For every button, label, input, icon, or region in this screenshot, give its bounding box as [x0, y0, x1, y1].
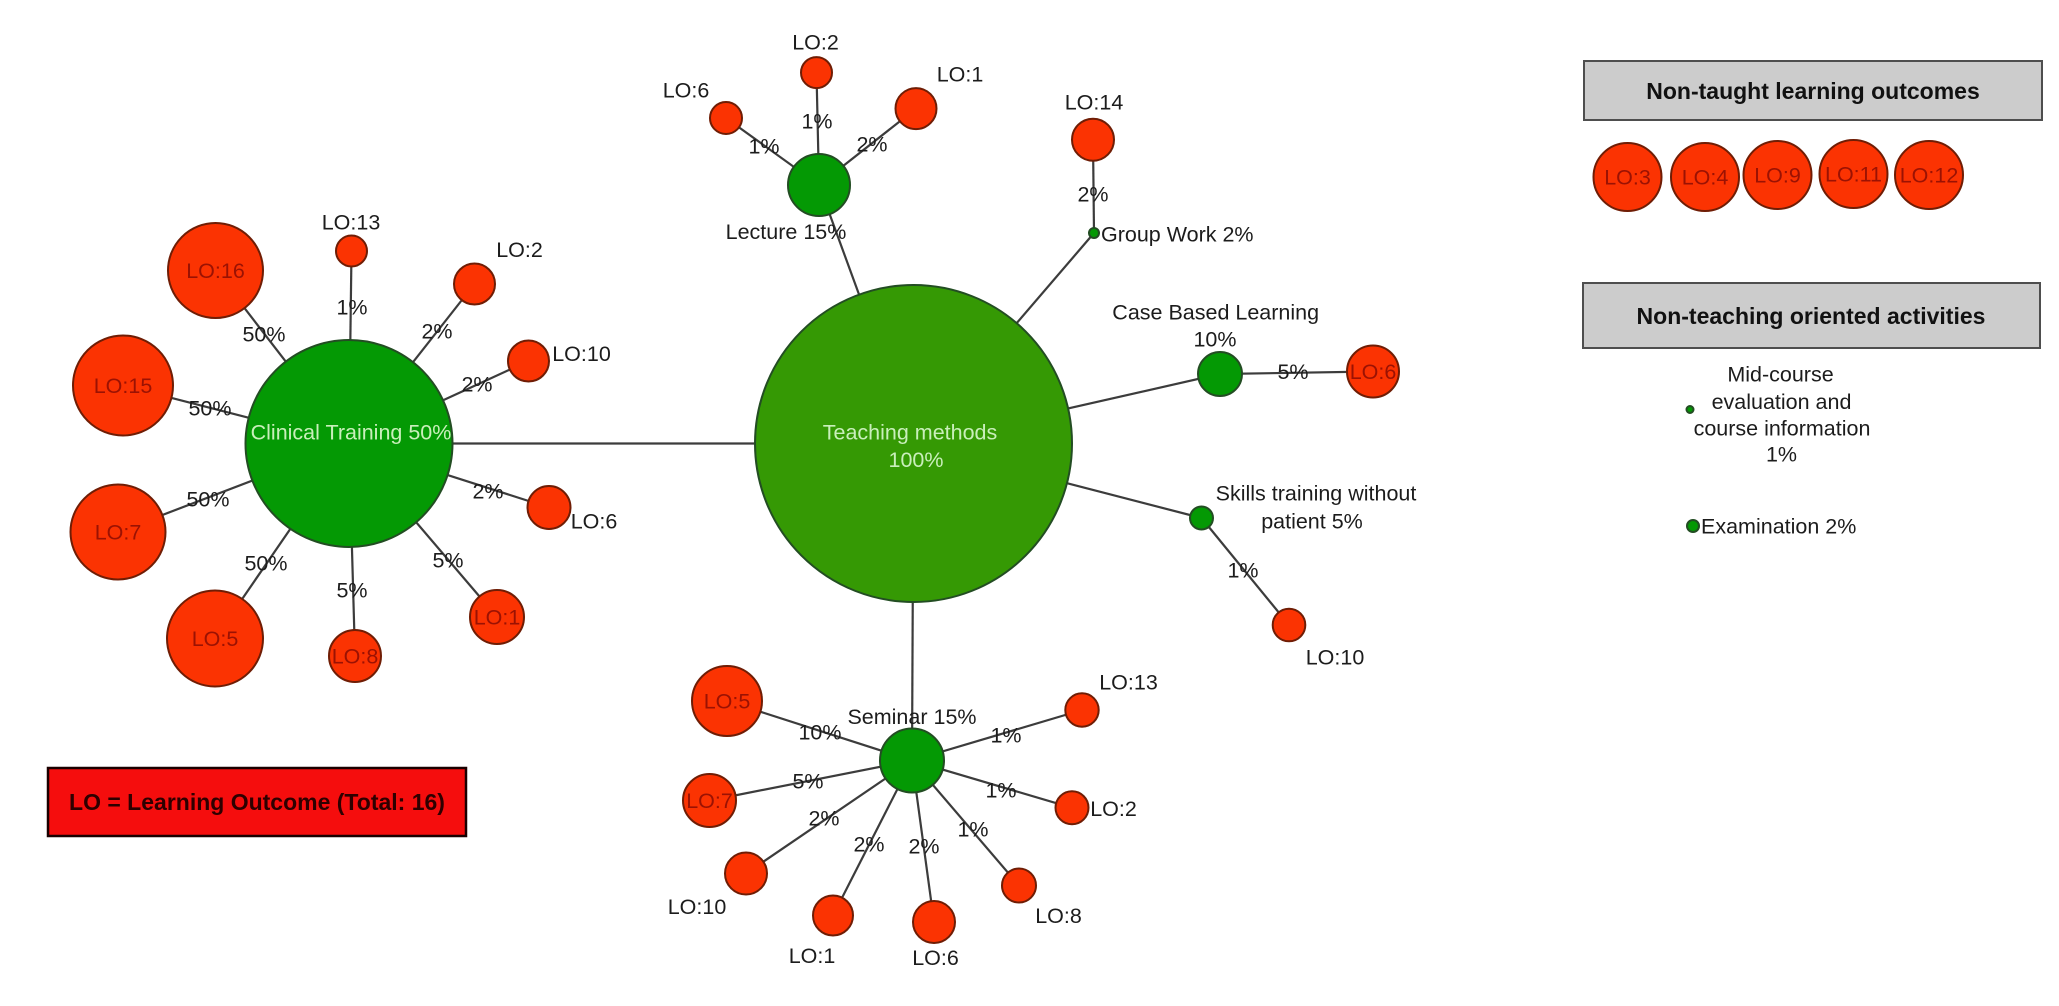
svg-text:LO:5: LO:5 — [704, 690, 751, 714]
svg-text:Teaching methods: Teaching methods — [823, 421, 998, 445]
svg-text:LO = Learning Outcome (Total:: LO = Learning Outcome (Total: 16) — [69, 789, 445, 815]
svg-text:10%: 10% — [1193, 328, 1236, 352]
svg-text:LO:2: LO:2 — [1090, 797, 1137, 821]
svg-text:LO:13: LO:13 — [322, 211, 381, 235]
svg-text:1%: 1% — [748, 135, 779, 159]
svg-text:LO:10: LO:10 — [552, 342, 611, 366]
svg-text:1%: 1% — [957, 818, 988, 842]
svg-text:LO:15: LO:15 — [94, 374, 153, 398]
svg-text:LO:1: LO:1 — [474, 606, 521, 630]
svg-text:50%: 50% — [244, 552, 287, 576]
svg-text:1%: 1% — [985, 779, 1016, 803]
svg-text:2%: 2% — [1077, 183, 1108, 207]
svg-text:Clinical Training 50%: Clinical Training 50% — [251, 421, 452, 445]
svg-text:Non-teaching oriented activiti: Non-teaching oriented activities — [1637, 303, 1986, 329]
svg-text:2%: 2% — [856, 133, 887, 157]
svg-text:2%: 2% — [853, 833, 884, 857]
svg-text:100%: 100% — [889, 448, 944, 472]
svg-text:LO:9: LO:9 — [1754, 164, 1801, 188]
svg-text:1%: 1% — [336, 296, 367, 320]
svg-text:LO:7: LO:7 — [95, 521, 142, 545]
svg-text:Skills training without: Skills training without — [1216, 482, 1417, 506]
svg-text:LO:14: LO:14 — [1065, 91, 1124, 115]
svg-text:2%: 2% — [808, 807, 839, 831]
svg-text:LO:10: LO:10 — [668, 895, 727, 919]
svg-text:5%: 5% — [336, 579, 367, 603]
svg-text:LO:6: LO:6 — [1350, 360, 1397, 384]
svg-text:2%: 2% — [421, 320, 452, 344]
svg-text:evaluation and: evaluation and — [1712, 390, 1852, 414]
svg-text:Group Work 2%: Group Work 2% — [1101, 223, 1254, 247]
svg-text:5%: 5% — [792, 770, 823, 794]
svg-text:5%: 5% — [432, 549, 463, 573]
svg-text:LO:8: LO:8 — [1035, 904, 1082, 928]
svg-text:1%: 1% — [990, 724, 1021, 748]
svg-text:2%: 2% — [908, 835, 939, 859]
svg-text:course information: course information — [1694, 417, 1871, 441]
svg-text:LO:10: LO:10 — [1306, 646, 1365, 670]
svg-text:LO:5: LO:5 — [192, 627, 239, 651]
svg-text:LO:2: LO:2 — [496, 238, 543, 262]
svg-text:LO:13: LO:13 — [1099, 671, 1158, 695]
svg-text:1%: 1% — [1227, 559, 1258, 583]
svg-text:LO:2: LO:2 — [792, 31, 839, 55]
svg-text:LO:1: LO:1 — [937, 63, 984, 87]
svg-text:LO:16: LO:16 — [186, 259, 245, 283]
svg-text:1%: 1% — [1766, 443, 1797, 467]
svg-text:Seminar 15%: Seminar 15% — [847, 705, 976, 729]
svg-text:patient 5%: patient 5% — [1261, 510, 1363, 534]
svg-text:LO:12: LO:12 — [1900, 164, 1959, 188]
svg-text:5%: 5% — [1277, 360, 1308, 384]
svg-text:Examination 2%: Examination 2% — [1701, 515, 1856, 539]
svg-text:1%: 1% — [801, 110, 832, 134]
svg-text:50%: 50% — [242, 323, 285, 347]
svg-text:LO:8: LO:8 — [332, 645, 379, 669]
svg-text:LO:6: LO:6 — [663, 79, 710, 103]
svg-text:50%: 50% — [188, 397, 231, 421]
svg-text:LO:6: LO:6 — [571, 510, 618, 534]
svg-text:Case Based Learning: Case Based Learning — [1112, 301, 1319, 325]
svg-text:LO:1: LO:1 — [789, 944, 836, 968]
svg-text:LO:3: LO:3 — [1604, 166, 1651, 190]
svg-text:10%: 10% — [798, 721, 841, 745]
svg-text:2%: 2% — [461, 373, 492, 397]
svg-text:LO:7: LO:7 — [686, 789, 733, 813]
svg-text:LO:6: LO:6 — [912, 946, 959, 970]
svg-text:Lecture 15%: Lecture 15% — [726, 220, 847, 244]
svg-text:2%: 2% — [472, 480, 503, 504]
svg-text:Non-taught learning outcomes: Non-taught learning outcomes — [1646, 78, 1980, 104]
svg-text:LO:4: LO:4 — [1682, 166, 1729, 190]
svg-text:50%: 50% — [186, 488, 229, 512]
svg-text:Mid-course: Mid-course — [1727, 363, 1833, 387]
svg-text:LO:11: LO:11 — [1825, 163, 1882, 187]
